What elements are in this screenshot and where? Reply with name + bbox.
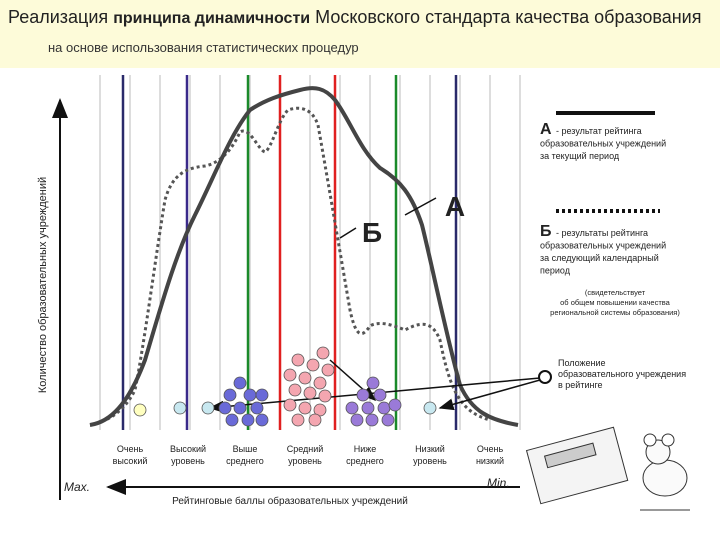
pointer [404, 197, 437, 216]
level-label: Ниже [354, 444, 377, 454]
level-label: Высокий [170, 444, 206, 454]
school-circle [388, 398, 402, 412]
title-bold: принципа динамичности [113, 10, 311, 27]
school-circle [308, 413, 322, 427]
school-circle [361, 401, 375, 415]
school-circle [291, 353, 305, 367]
school-circle [350, 413, 364, 427]
header: Реализация принципа динамичности Московс… [0, 0, 720, 68]
level-label: среднего [346, 456, 384, 466]
school-circle [233, 376, 247, 390]
title-end: Московского стандарта качества образован… [315, 7, 702, 27]
school-circle [356, 388, 370, 402]
school-circle [306, 358, 320, 372]
school-circle [321, 363, 335, 377]
school-circle [233, 401, 247, 415]
school-circle [288, 383, 302, 397]
level-label: Очень [117, 444, 144, 454]
legend-text: - результат рейтинга образовательных учре… [540, 126, 686, 390]
school-circle [365, 413, 379, 427]
school-circle [133, 403, 147, 417]
legend-line: образовательных учреждений [540, 139, 666, 149]
school-circle [318, 389, 332, 403]
school-circle [241, 413, 255, 427]
school-circle [298, 401, 312, 415]
level-label: уровень [171, 456, 205, 466]
school-circle [345, 401, 359, 415]
grid [99, 75, 521, 430]
school-circle [373, 388, 387, 402]
legend-line: региональной системы образования) [550, 308, 680, 317]
level-label: среднего [226, 456, 264, 466]
level-label: низкий [476, 456, 504, 466]
school-circle [366, 376, 380, 390]
school-circle [255, 413, 269, 427]
school-circle [316, 346, 330, 360]
legend-line: Положение [558, 358, 606, 368]
curve-a-letter: А [445, 191, 465, 222]
legend-line: (свидетельствует [585, 288, 646, 297]
school-circle [313, 403, 327, 417]
school-circle [291, 413, 305, 427]
title: Реализация принципа динамичности Московс… [8, 7, 701, 28]
school-circle [173, 401, 187, 415]
x-max: Max. [64, 480, 90, 494]
school-circle [423, 401, 437, 415]
level-label: Выше [233, 444, 258, 454]
school-circle [313, 376, 327, 390]
legend-line: за следующий календарный [540, 253, 659, 263]
school-circle [201, 401, 215, 415]
legend-line: - результаты рейтинга [556, 228, 648, 238]
school-circle [218, 401, 232, 415]
school-circle [255, 388, 269, 402]
subtitle: на основе использования статистических п… [48, 40, 359, 55]
curve-b-letter: Б [362, 217, 382, 248]
level-label: уровень [288, 456, 322, 466]
legend-line: об общем повышении качества [560, 298, 671, 307]
circles [133, 346, 437, 427]
legend-line: образовательного учреждения [558, 369, 686, 379]
school-circle [303, 386, 317, 400]
level-label: Низкий [415, 444, 445, 454]
school-circle [243, 388, 257, 402]
curve-a [89, 86, 519, 427]
legend-line: образовательных учреждений [540, 241, 666, 251]
school-circle [225, 413, 239, 427]
illustration [525, 426, 690, 511]
level-label: Средний [287, 444, 324, 454]
school-circle [283, 398, 297, 412]
school-circle [250, 401, 264, 415]
school-circle [223, 388, 237, 402]
level-label: уровень [413, 456, 447, 466]
legend-line: период [540, 266, 571, 276]
y-axis-label: Количество образовательных учреждений [37, 177, 49, 393]
curve-b [89, 106, 491, 427]
legend-line: за текущий период [540, 151, 620, 161]
school-circle [377, 401, 391, 415]
pointer [339, 227, 357, 239]
school-circle [283, 368, 297, 382]
x-axis-label: Рейтинговые баллы образовательных учрежд… [172, 495, 408, 507]
x-min: Min. [487, 476, 510, 490]
school-circle [381, 413, 395, 427]
legend-a-letter: А [540, 121, 552, 138]
level-label: высокий [113, 456, 148, 466]
legend-line: - результат рейтинга [556, 126, 642, 136]
level-labels: Очень высокий Высокий уровень Выше среднего Ср… [113, 444, 504, 466]
arrow [438, 379, 541, 411]
title-start: Реализация [8, 7, 109, 27]
legend-line: в рейтинге [558, 380, 603, 390]
level-label: Очень [477, 444, 504, 454]
legend-circle [538, 370, 552, 384]
school-circle [298, 371, 312, 385]
legend-b-letter: Б [540, 223, 552, 240]
